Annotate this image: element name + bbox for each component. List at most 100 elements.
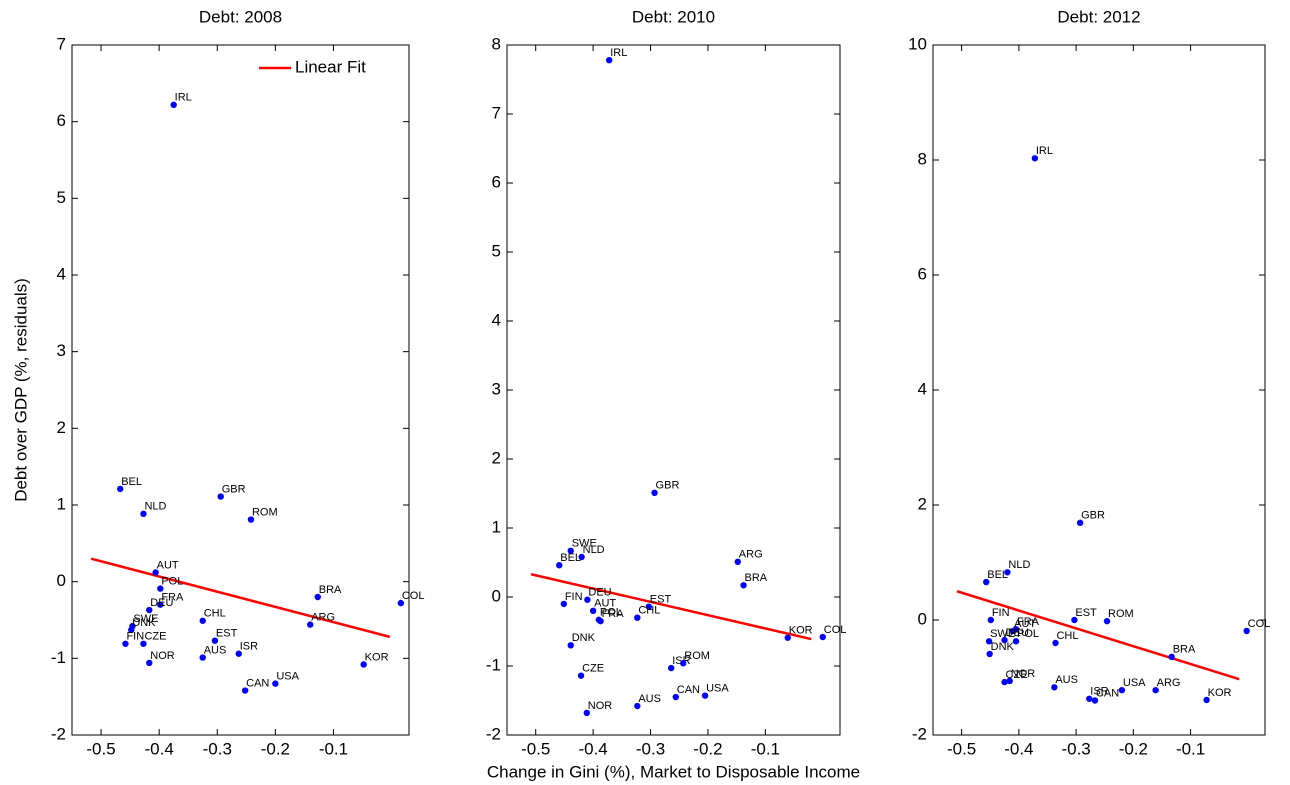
- point-label: COL: [402, 590, 425, 602]
- x-tick-label: -0.5: [86, 739, 115, 758]
- x-tick-label: -0.3: [636, 739, 665, 758]
- x-tick-label: -0.3: [1061, 739, 1090, 758]
- point: [307, 621, 314, 628]
- x-tick-label: -0.2: [693, 739, 722, 758]
- point: [784, 634, 791, 641]
- point-label: AUS: [1055, 674, 1078, 686]
- point-label: DNK: [991, 641, 1015, 653]
- x-axis-label: Change in Gini (%), Market to Disposable…: [487, 762, 860, 781]
- point-label: CZE: [144, 631, 166, 643]
- y-tick-label: 1: [492, 517, 501, 536]
- x-tick-label: -0.2: [1119, 739, 1148, 758]
- point-label: IRL: [1036, 145, 1053, 157]
- point-label: NOR: [588, 700, 613, 712]
- point-label: AUS: [638, 693, 661, 705]
- panel: Debt: 2010 -0.5 -0.4 -0.3 -0.2 -0.1 -2 -1 0 1 2 3 4 5…: [486, 7, 860, 781]
- point-label: DEU: [150, 597, 173, 609]
- point: [1012, 638, 1020, 645]
- panel-title: Debt: 2012: [1057, 7, 1140, 26]
- y-tick-label: 8: [918, 149, 927, 168]
- point-label: CZE: [1006, 669, 1028, 681]
- point: [314, 593, 321, 601]
- point-label: CHL: [1056, 630, 1078, 642]
- y-tick-label: 2: [918, 494, 927, 513]
- x-tick-label: -0.1: [1176, 739, 1205, 758]
- y-tick-label: 5: [492, 241, 501, 260]
- point: [583, 709, 591, 717]
- point: [1103, 617, 1111, 625]
- y-tick-label: 7: [492, 103, 501, 122]
- point-label: ISR: [1090, 686, 1108, 698]
- point-label: CAN: [1096, 687, 1119, 699]
- point-label: DNK: [572, 632, 596, 644]
- point-label: KOR: [365, 651, 389, 663]
- y-tick-label: 1: [57, 494, 66, 513]
- point-label: IRL: [610, 47, 627, 59]
- point-label: AUS: [204, 644, 227, 656]
- point: [199, 617, 206, 624]
- point-label: BEL: [560, 552, 581, 564]
- point-label: EST: [1075, 607, 1097, 619]
- point: [577, 672, 585, 679]
- point-label: KOR: [789, 625, 813, 637]
- fit-line: [90, 557, 391, 639]
- point: [211, 637, 219, 644]
- legend-label: Linear Fit: [295, 57, 366, 76]
- x-tick-label: -0.5: [521, 739, 550, 758]
- point-label: COL: [1248, 618, 1271, 630]
- y-tick-label: 0: [57, 571, 66, 590]
- point-label: POL: [1017, 628, 1039, 640]
- point-label: EST: [216, 628, 238, 640]
- point-label: CAN: [246, 677, 269, 689]
- y-tick-label: 8: [492, 34, 501, 53]
- point: [680, 660, 687, 667]
- y-axis-label: Debt over GDP (%, residuals): [11, 278, 30, 502]
- point: [1118, 686, 1126, 694]
- point-label: DEU: [1006, 627, 1029, 639]
- panel-title: Debt: 2010: [632, 7, 715, 26]
- point: [578, 553, 585, 561]
- point: [397, 599, 405, 607]
- point: [1071, 616, 1078, 624]
- x-tick-label: -0.2: [261, 739, 290, 758]
- point: [567, 547, 574, 554]
- y-tick-label: 7: [57, 34, 66, 53]
- point: [734, 558, 742, 566]
- point: [235, 650, 242, 657]
- point: [157, 585, 164, 592]
- point: [819, 633, 826, 641]
- point: [157, 601, 164, 608]
- point-label: USA: [1123, 677, 1146, 689]
- point-label: IRL: [175, 92, 192, 104]
- point: [152, 569, 159, 576]
- point: [589, 607, 597, 614]
- point: [986, 650, 993, 658]
- point: [140, 640, 147, 647]
- fit-line: [956, 590, 1240, 681]
- point: [1203, 696, 1210, 704]
- point-label: NLD: [583, 544, 605, 556]
- point-label: ARG: [1157, 677, 1181, 689]
- point-label: DEU: [588, 587, 611, 599]
- x-tick-label: -0.4: [578, 739, 607, 758]
- point: [645, 603, 653, 610]
- point-label: FIN: [992, 607, 1010, 619]
- axes-box: [71, 44, 410, 736]
- point-label: POL: [600, 607, 622, 619]
- point: [170, 101, 177, 109]
- point-label: FRA: [161, 592, 184, 604]
- point-label: AUT: [1014, 618, 1036, 630]
- point-label: ROM: [252, 506, 278, 518]
- point: [1031, 155, 1039, 162]
- point: [560, 600, 568, 608]
- point: [140, 510, 147, 518]
- point-label: AUT: [157, 559, 179, 571]
- point-label: BEL: [121, 476, 142, 488]
- point-label: ARG: [311, 612, 335, 624]
- point: [672, 693, 679, 701]
- point: [1052, 639, 1059, 647]
- point: [985, 638, 993, 645]
- point-label: NLD: [1008, 559, 1030, 571]
- point: [1243, 627, 1250, 635]
